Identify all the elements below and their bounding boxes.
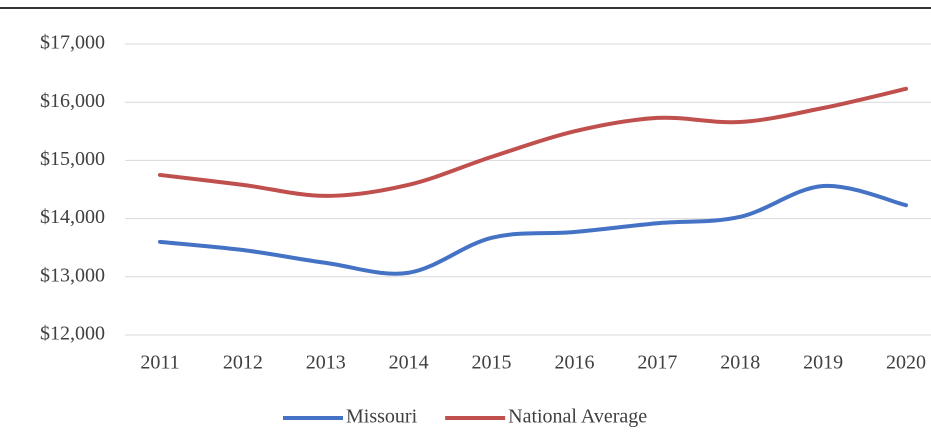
- x-tick-label: 2011: [140, 352, 179, 374]
- series-line: [158, 86, 908, 198]
- x-tick-label: 2015: [472, 352, 512, 374]
- x-tick-label: 2012: [223, 352, 263, 374]
- legend-label: Missouri: [346, 406, 418, 428]
- x-tick-label: 2013: [306, 352, 346, 374]
- x-tick-label: 2018: [720, 352, 760, 374]
- x-tick-label: 2017: [637, 352, 677, 374]
- x-tick-label: 2016: [554, 352, 594, 374]
- y-tick-label: $13,000: [40, 264, 105, 286]
- y-tick-label: $14,000: [40, 206, 105, 228]
- y-tick-label: $12,000: [40, 323, 105, 345]
- y-tick-label: $16,000: [40, 90, 105, 112]
- x-tick-label: 2019: [803, 352, 843, 374]
- x-tick-label: 2020: [886, 352, 926, 374]
- y-tick-label: $17,000: [40, 32, 105, 54]
- x-tick-label: 2014: [389, 352, 429, 374]
- y-tick-label: $15,000: [40, 148, 105, 170]
- legend-label: National Average: [508, 406, 647, 428]
- series-line: [158, 183, 908, 276]
